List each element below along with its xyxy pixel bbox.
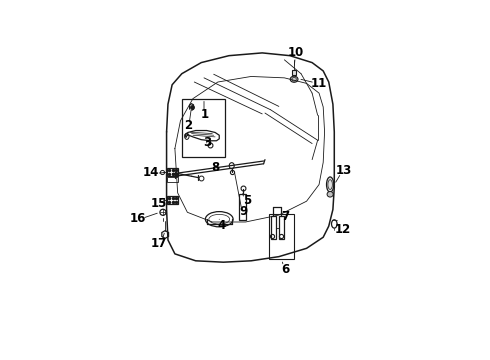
Text: 13: 13 [336, 164, 352, 177]
Text: 15: 15 [151, 197, 167, 210]
Bar [167, 177, 178, 182]
Text: 14: 14 [143, 166, 160, 179]
FancyBboxPatch shape [292, 69, 296, 75]
Bar [167, 196, 178, 204]
Bar [270, 216, 275, 239]
Ellipse shape [327, 192, 333, 197]
Text: 5: 5 [244, 194, 252, 207]
Ellipse shape [326, 177, 334, 192]
Bar [269, 214, 294, 260]
Text: 11: 11 [311, 77, 327, 90]
Bar [167, 168, 178, 176]
Bar [279, 216, 284, 239]
Bar [239, 194, 246, 220]
Text: 7: 7 [282, 210, 290, 223]
Ellipse shape [290, 76, 298, 82]
Text: 16: 16 [129, 212, 146, 225]
Text: 2: 2 [184, 119, 192, 132]
Text: 10: 10 [287, 46, 304, 59]
Text: 6: 6 [281, 263, 289, 276]
Bar [182, 99, 225, 157]
Text: 1: 1 [200, 108, 209, 121]
Text: 8: 8 [212, 161, 220, 174]
Text: 4: 4 [218, 219, 225, 232]
Text: 12: 12 [335, 223, 351, 236]
Text: 9: 9 [239, 205, 247, 218]
Text: 3: 3 [203, 136, 211, 149]
Text: 17: 17 [151, 237, 167, 250]
